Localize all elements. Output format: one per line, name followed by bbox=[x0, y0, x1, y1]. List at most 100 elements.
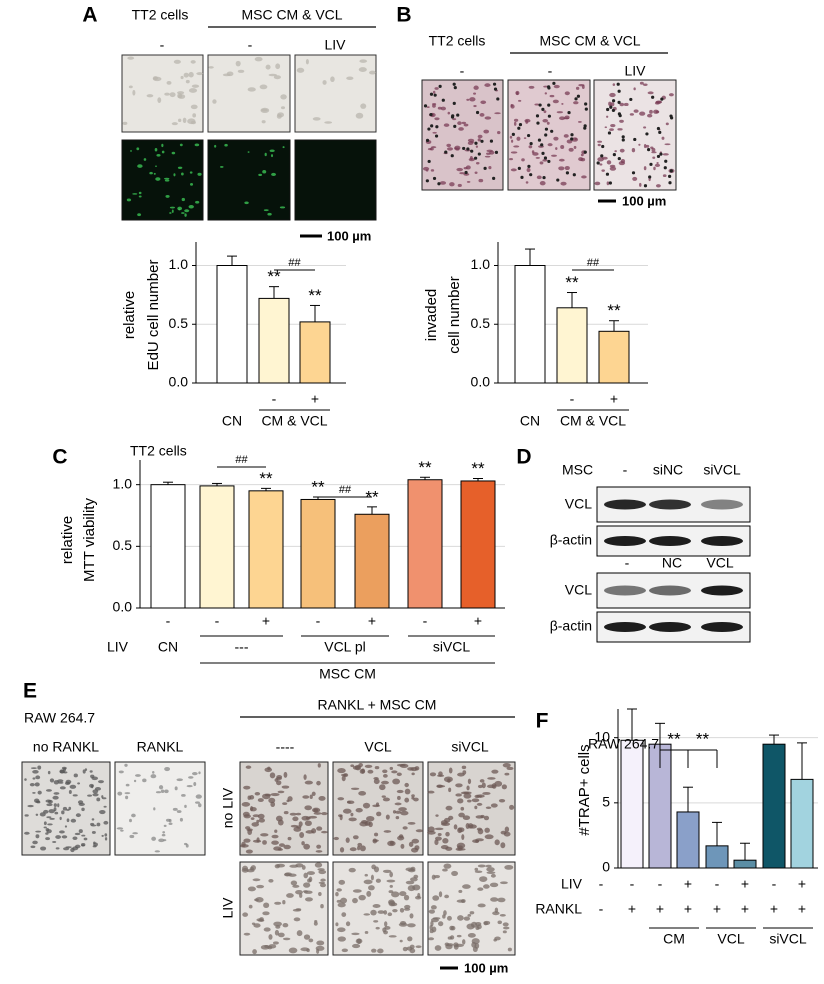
cell bbox=[494, 936, 501, 941]
cell bbox=[509, 135, 513, 139]
cell bbox=[168, 822, 173, 826]
cell bbox=[377, 948, 384, 954]
cell bbox=[47, 770, 51, 775]
cell bbox=[440, 844, 449, 850]
x-tick-label: - bbox=[599, 901, 604, 917]
cell bbox=[176, 810, 182, 814]
cell bbox=[458, 127, 464, 131]
pore bbox=[464, 170, 468, 175]
cell bbox=[549, 94, 555, 98]
cell bbox=[274, 829, 278, 833]
cell bbox=[456, 842, 466, 849]
y-axis-label: cell number bbox=[446, 276, 463, 354]
cell bbox=[214, 144, 217, 148]
band bbox=[701, 499, 743, 510]
cell bbox=[438, 891, 443, 898]
cell bbox=[181, 793, 186, 797]
cell bbox=[497, 131, 501, 135]
cell bbox=[262, 911, 270, 916]
pore bbox=[659, 152, 663, 156]
cell bbox=[539, 181, 546, 186]
cell bbox=[158, 785, 164, 790]
cell bbox=[32, 769, 39, 774]
bracket-label: ## bbox=[288, 257, 301, 269]
pore bbox=[438, 84, 442, 88]
cell bbox=[642, 83, 648, 86]
x-tick-label: - bbox=[166, 613, 171, 629]
cell bbox=[245, 765, 252, 769]
cell bbox=[341, 948, 348, 953]
cell bbox=[455, 943, 464, 947]
x-tick-label: + bbox=[474, 613, 482, 629]
cell bbox=[269, 149, 275, 153]
pore bbox=[651, 95, 655, 99]
cell bbox=[153, 807, 156, 811]
panel-letter: B bbox=[396, 4, 411, 27]
cell bbox=[411, 847, 419, 853]
cell bbox=[189, 171, 193, 174]
cell bbox=[177, 166, 183, 169]
cell bbox=[301, 815, 310, 821]
cell bbox=[250, 806, 257, 812]
cell bbox=[164, 789, 169, 794]
cell bbox=[430, 920, 434, 927]
pore bbox=[456, 113, 460, 117]
cell bbox=[305, 830, 315, 834]
cell bbox=[463, 793, 472, 799]
significance: ** bbox=[311, 477, 325, 496]
micrograph bbox=[294, 54, 377, 133]
cell bbox=[99, 809, 106, 815]
row-label: no LIV bbox=[220, 787, 236, 828]
pore bbox=[434, 134, 439, 138]
pore bbox=[584, 107, 588, 111]
cell bbox=[618, 161, 626, 166]
pore bbox=[576, 94, 581, 98]
cell bbox=[444, 817, 451, 823]
cell bbox=[427, 148, 433, 151]
cell bbox=[277, 932, 285, 938]
cell bbox=[411, 794, 415, 798]
cell bbox=[351, 932, 360, 936]
cell bbox=[638, 143, 641, 146]
cell bbox=[542, 118, 549, 123]
group-label: CM & VCL bbox=[560, 413, 626, 429]
cell bbox=[117, 791, 123, 796]
cell bbox=[606, 181, 610, 186]
cell bbox=[461, 121, 467, 125]
y-axis-label: EdU cell number bbox=[145, 260, 162, 371]
cell bbox=[653, 109, 659, 114]
cell bbox=[477, 134, 483, 139]
cell bbox=[355, 807, 363, 813]
cell bbox=[364, 764, 373, 768]
cell bbox=[282, 937, 291, 941]
cell bbox=[342, 808, 352, 814]
cell bbox=[379, 784, 386, 791]
cell bbox=[61, 835, 68, 839]
cell bbox=[261, 120, 266, 124]
cell bbox=[350, 787, 360, 790]
cell bbox=[264, 767, 273, 773]
cell bbox=[314, 862, 323, 868]
group-label: CM & VCL bbox=[261, 413, 327, 429]
cell bbox=[174, 786, 178, 791]
x-tick-label: - bbox=[272, 391, 277, 407]
cell bbox=[292, 816, 299, 822]
pore bbox=[617, 156, 621, 161]
cell bbox=[539, 161, 544, 165]
cell bbox=[446, 143, 452, 148]
cell bbox=[397, 795, 401, 801]
micrograph bbox=[239, 861, 329, 956]
cell bbox=[96, 797, 101, 802]
cell bbox=[443, 123, 450, 127]
pore bbox=[669, 114, 673, 118]
cell bbox=[312, 117, 321, 121]
cell bbox=[643, 126, 647, 129]
cell bbox=[289, 812, 297, 816]
cell bbox=[429, 772, 437, 777]
pore bbox=[540, 143, 544, 147]
cell bbox=[252, 814, 260, 818]
cell bbox=[184, 209, 190, 213]
cell bbox=[277, 848, 283, 851]
cell bbox=[377, 910, 385, 914]
cell bbox=[490, 803, 498, 808]
